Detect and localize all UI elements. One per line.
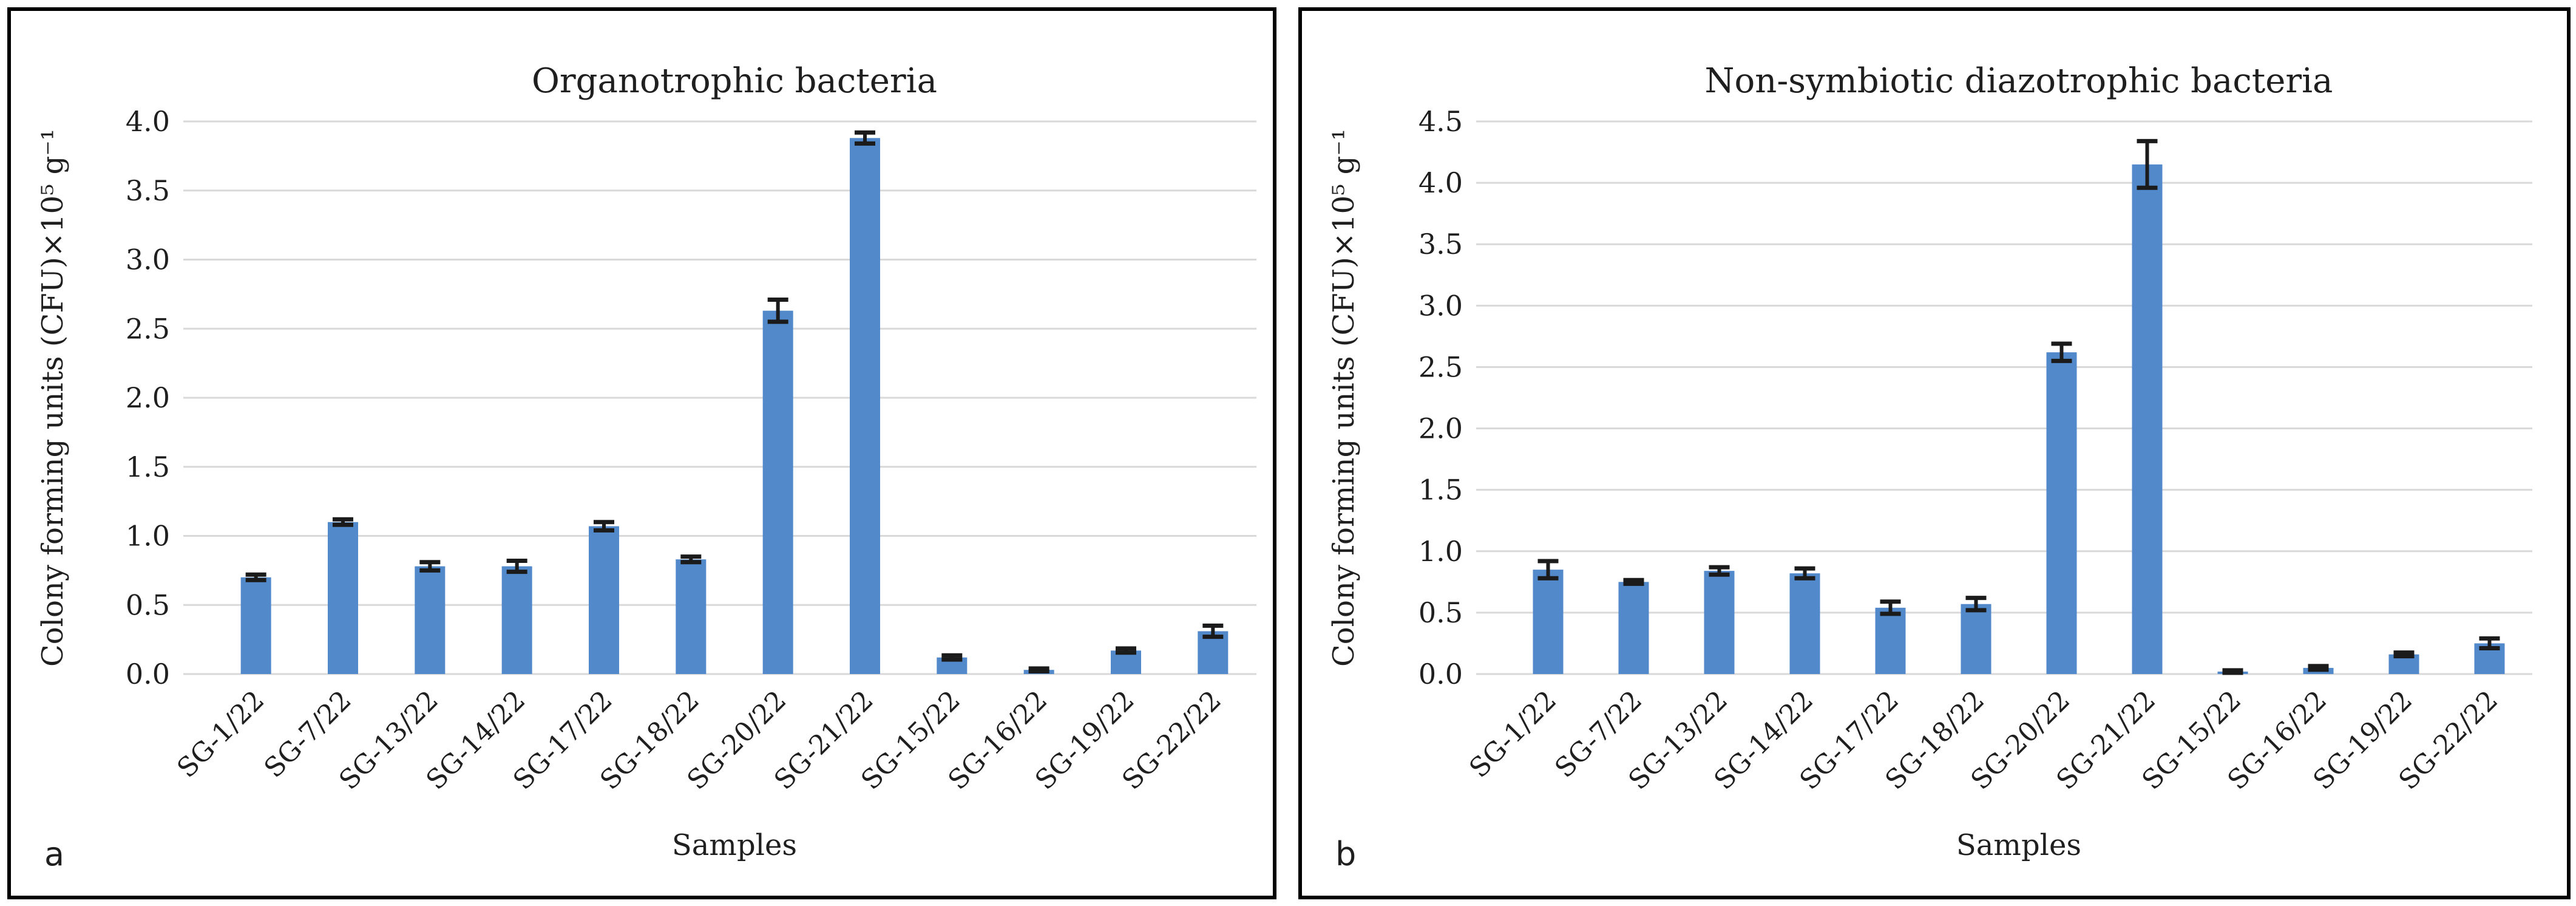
bar-sg-14-22-a [501, 566, 532, 674]
y-tick-label: 0.0 [126, 658, 170, 690]
bar-sg-17-22-b [1875, 607, 1906, 674]
y-axis-label: Colony forming units (CFU)×10⁵ g⁻¹ [1327, 129, 1361, 667]
bar-sg-17-22-a [589, 526, 619, 674]
y-tick-label: 0.5 [1418, 596, 1463, 629]
bar-sg-1-22-a [240, 577, 271, 674]
y-tick-label: 4.0 [126, 105, 170, 138]
panel-border-a [7, 7, 1276, 899]
bar-sg-13-22-b [1704, 571, 1735, 674]
y-tick-label: 2.5 [126, 312, 170, 345]
y-tick-label: 1.0 [126, 520, 170, 553]
panel-letter-b: b [1335, 835, 1356, 873]
y-tick-label: 3.5 [1418, 228, 1463, 261]
bar-sg-21-22-b [2132, 164, 2163, 674]
bar-sg-13-22-a [415, 566, 446, 674]
y-tick-label: 3.0 [126, 244, 170, 276]
y-tick-label: 2.5 [1418, 350, 1463, 383]
y-tick-label: 2.0 [126, 381, 170, 414]
bar-sg-20-22-a [762, 310, 793, 674]
bar-sg-7-22-b [1618, 582, 1649, 674]
x-axis-label: Samples [672, 828, 797, 862]
y-tick-label: 1.0 [1418, 535, 1463, 568]
y-tick-label: 0.5 [126, 588, 170, 621]
y-tick-label: 0.0 [1418, 658, 1463, 690]
bar-sg-20-22-b [2046, 352, 2077, 674]
y-tick-label: 3.5 [126, 174, 170, 207]
chart-title: Organotrophic bacteria [532, 61, 937, 101]
bar-sg-21-22-a [850, 138, 880, 675]
y-tick-label: 2.0 [1418, 412, 1463, 445]
chart-title: Non-symbiotic diazotrophic bacteria [1705, 61, 2333, 101]
y-tick-label: 1.5 [1418, 474, 1463, 506]
bar-sg-18-22-a [676, 559, 707, 674]
bar-sg-7-22-a [328, 522, 358, 674]
x-axis-label: Samples [1956, 828, 2081, 862]
y-tick-label: 4.5 [1418, 105, 1463, 138]
panel-border-b [1298, 7, 2571, 899]
y-tick-label: 1.5 [126, 451, 170, 483]
y-tick-label: 4.0 [1418, 166, 1463, 199]
bar-sg-14-22-b [1789, 573, 1820, 674]
bar-sg-1-22-b [1533, 570, 1564, 674]
y-axis-label: Colony forming units (CFU)×10⁵ g⁻¹ [36, 129, 70, 667]
bar-sg-18-22-b [1961, 604, 1991, 674]
y-tick-label: 3.0 [1418, 289, 1463, 322]
panel-letter-a: a [44, 835, 64, 873]
